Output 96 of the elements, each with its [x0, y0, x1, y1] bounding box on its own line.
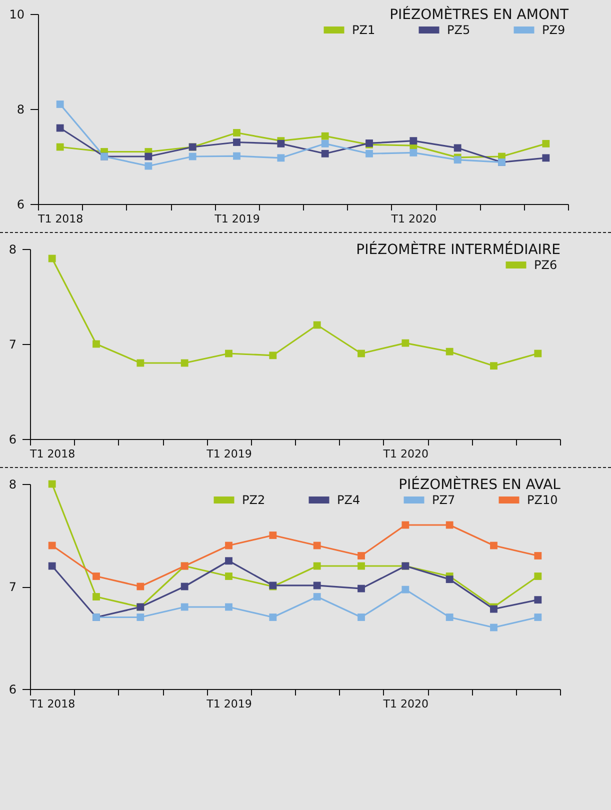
point — [225, 542, 232, 550]
point — [542, 154, 550, 162]
legend-label: PZ4 — [337, 493, 360, 507]
point — [56, 124, 64, 132]
point — [277, 140, 285, 148]
point — [136, 582, 144, 590]
point — [225, 350, 232, 358]
x-tick-label: T1 2018 — [36, 212, 84, 226]
y-tick-label: 6 — [8, 432, 16, 446]
y-tick-label: 6 — [8, 682, 16, 696]
point — [180, 582, 188, 590]
point — [534, 614, 542, 621]
point — [321, 132, 329, 140]
point — [358, 584, 365, 592]
x-tick-label: T1 2019 — [206, 448, 252, 460]
point — [321, 150, 329, 158]
point — [490, 362, 498, 370]
point — [313, 593, 321, 600]
point — [92, 572, 100, 580]
legend-label: PZ10 — [527, 493, 558, 507]
point — [410, 137, 418, 145]
chart-title: PIÉZOMÈTRE INTERMÉDIAIRE — [356, 241, 560, 258]
point — [454, 144, 462, 152]
y-tick-label: 10 — [9, 8, 24, 22]
legend-label: PZ7 — [432, 493, 456, 507]
point — [48, 254, 56, 262]
point — [313, 542, 321, 550]
legend-label: PZ2 — [242, 493, 266, 507]
point — [136, 359, 144, 367]
point — [180, 603, 188, 611]
point — [490, 542, 498, 550]
point — [402, 521, 410, 529]
point — [313, 562, 321, 570]
point — [180, 359, 188, 367]
chart-title: PIÉZOMÈTRES EN AMONT — [390, 6, 569, 23]
point — [225, 557, 232, 565]
y-tick-label: 7 — [8, 580, 16, 594]
point — [269, 352, 277, 360]
point — [144, 152, 152, 160]
point — [366, 150, 373, 158]
x-tick-label: T1 2019 — [214, 212, 260, 226]
point — [358, 350, 365, 358]
point — [48, 562, 56, 570]
point — [188, 152, 196, 160]
point — [269, 614, 277, 621]
point — [225, 603, 232, 611]
point — [56, 100, 64, 108]
point — [446, 521, 454, 529]
point — [144, 162, 152, 170]
point — [277, 154, 285, 162]
point — [446, 348, 454, 356]
x-tick-label: T1 2020 — [390, 212, 437, 226]
point — [534, 572, 542, 580]
y-tick-label: 7 — [8, 338, 16, 352]
point — [233, 152, 240, 160]
point — [358, 614, 365, 621]
point — [446, 576, 454, 584]
point — [542, 140, 550, 148]
x-tick-label: T1 2018 — [28, 448, 76, 460]
y-tick-label: 6 — [16, 198, 24, 212]
point — [313, 321, 321, 329]
point — [269, 532, 277, 539]
y-tick-label: 8 — [8, 478, 16, 492]
chart-title: PIÉZOMÈTRES EN AVAL — [398, 476, 561, 493]
point — [233, 129, 240, 136]
point — [534, 552, 542, 560]
point — [410, 148, 418, 156]
point — [56, 143, 64, 151]
legend-label: PZ1 — [352, 23, 376, 37]
point — [92, 593, 100, 600]
point — [321, 140, 329, 148]
point — [313, 582, 321, 590]
point — [358, 552, 365, 560]
x-tick-label: T1 2019 — [206, 698, 252, 710]
point — [233, 138, 240, 146]
y-tick-label: 8 — [16, 102, 24, 116]
point — [454, 156, 462, 164]
x-tick-label: T1 2020 — [382, 698, 429, 710]
point — [402, 339, 410, 347]
point — [358, 562, 365, 570]
legend-label: PZ6 — [534, 258, 558, 272]
point — [136, 614, 144, 621]
point — [534, 596, 542, 604]
point — [490, 624, 498, 632]
point — [92, 340, 100, 348]
x-tick-label: T1 2020 — [382, 448, 429, 460]
point — [48, 480, 56, 488]
legend-label: PZ9 — [542, 23, 566, 37]
legend-label: PZ5 — [447, 23, 470, 37]
y-tick-label: 8 — [8, 242, 16, 256]
point — [534, 350, 542, 358]
point — [446, 614, 454, 621]
point — [402, 586, 410, 594]
x-tick-label: T1 2018 — [28, 698, 76, 710]
point — [48, 542, 56, 550]
point — [225, 572, 232, 580]
